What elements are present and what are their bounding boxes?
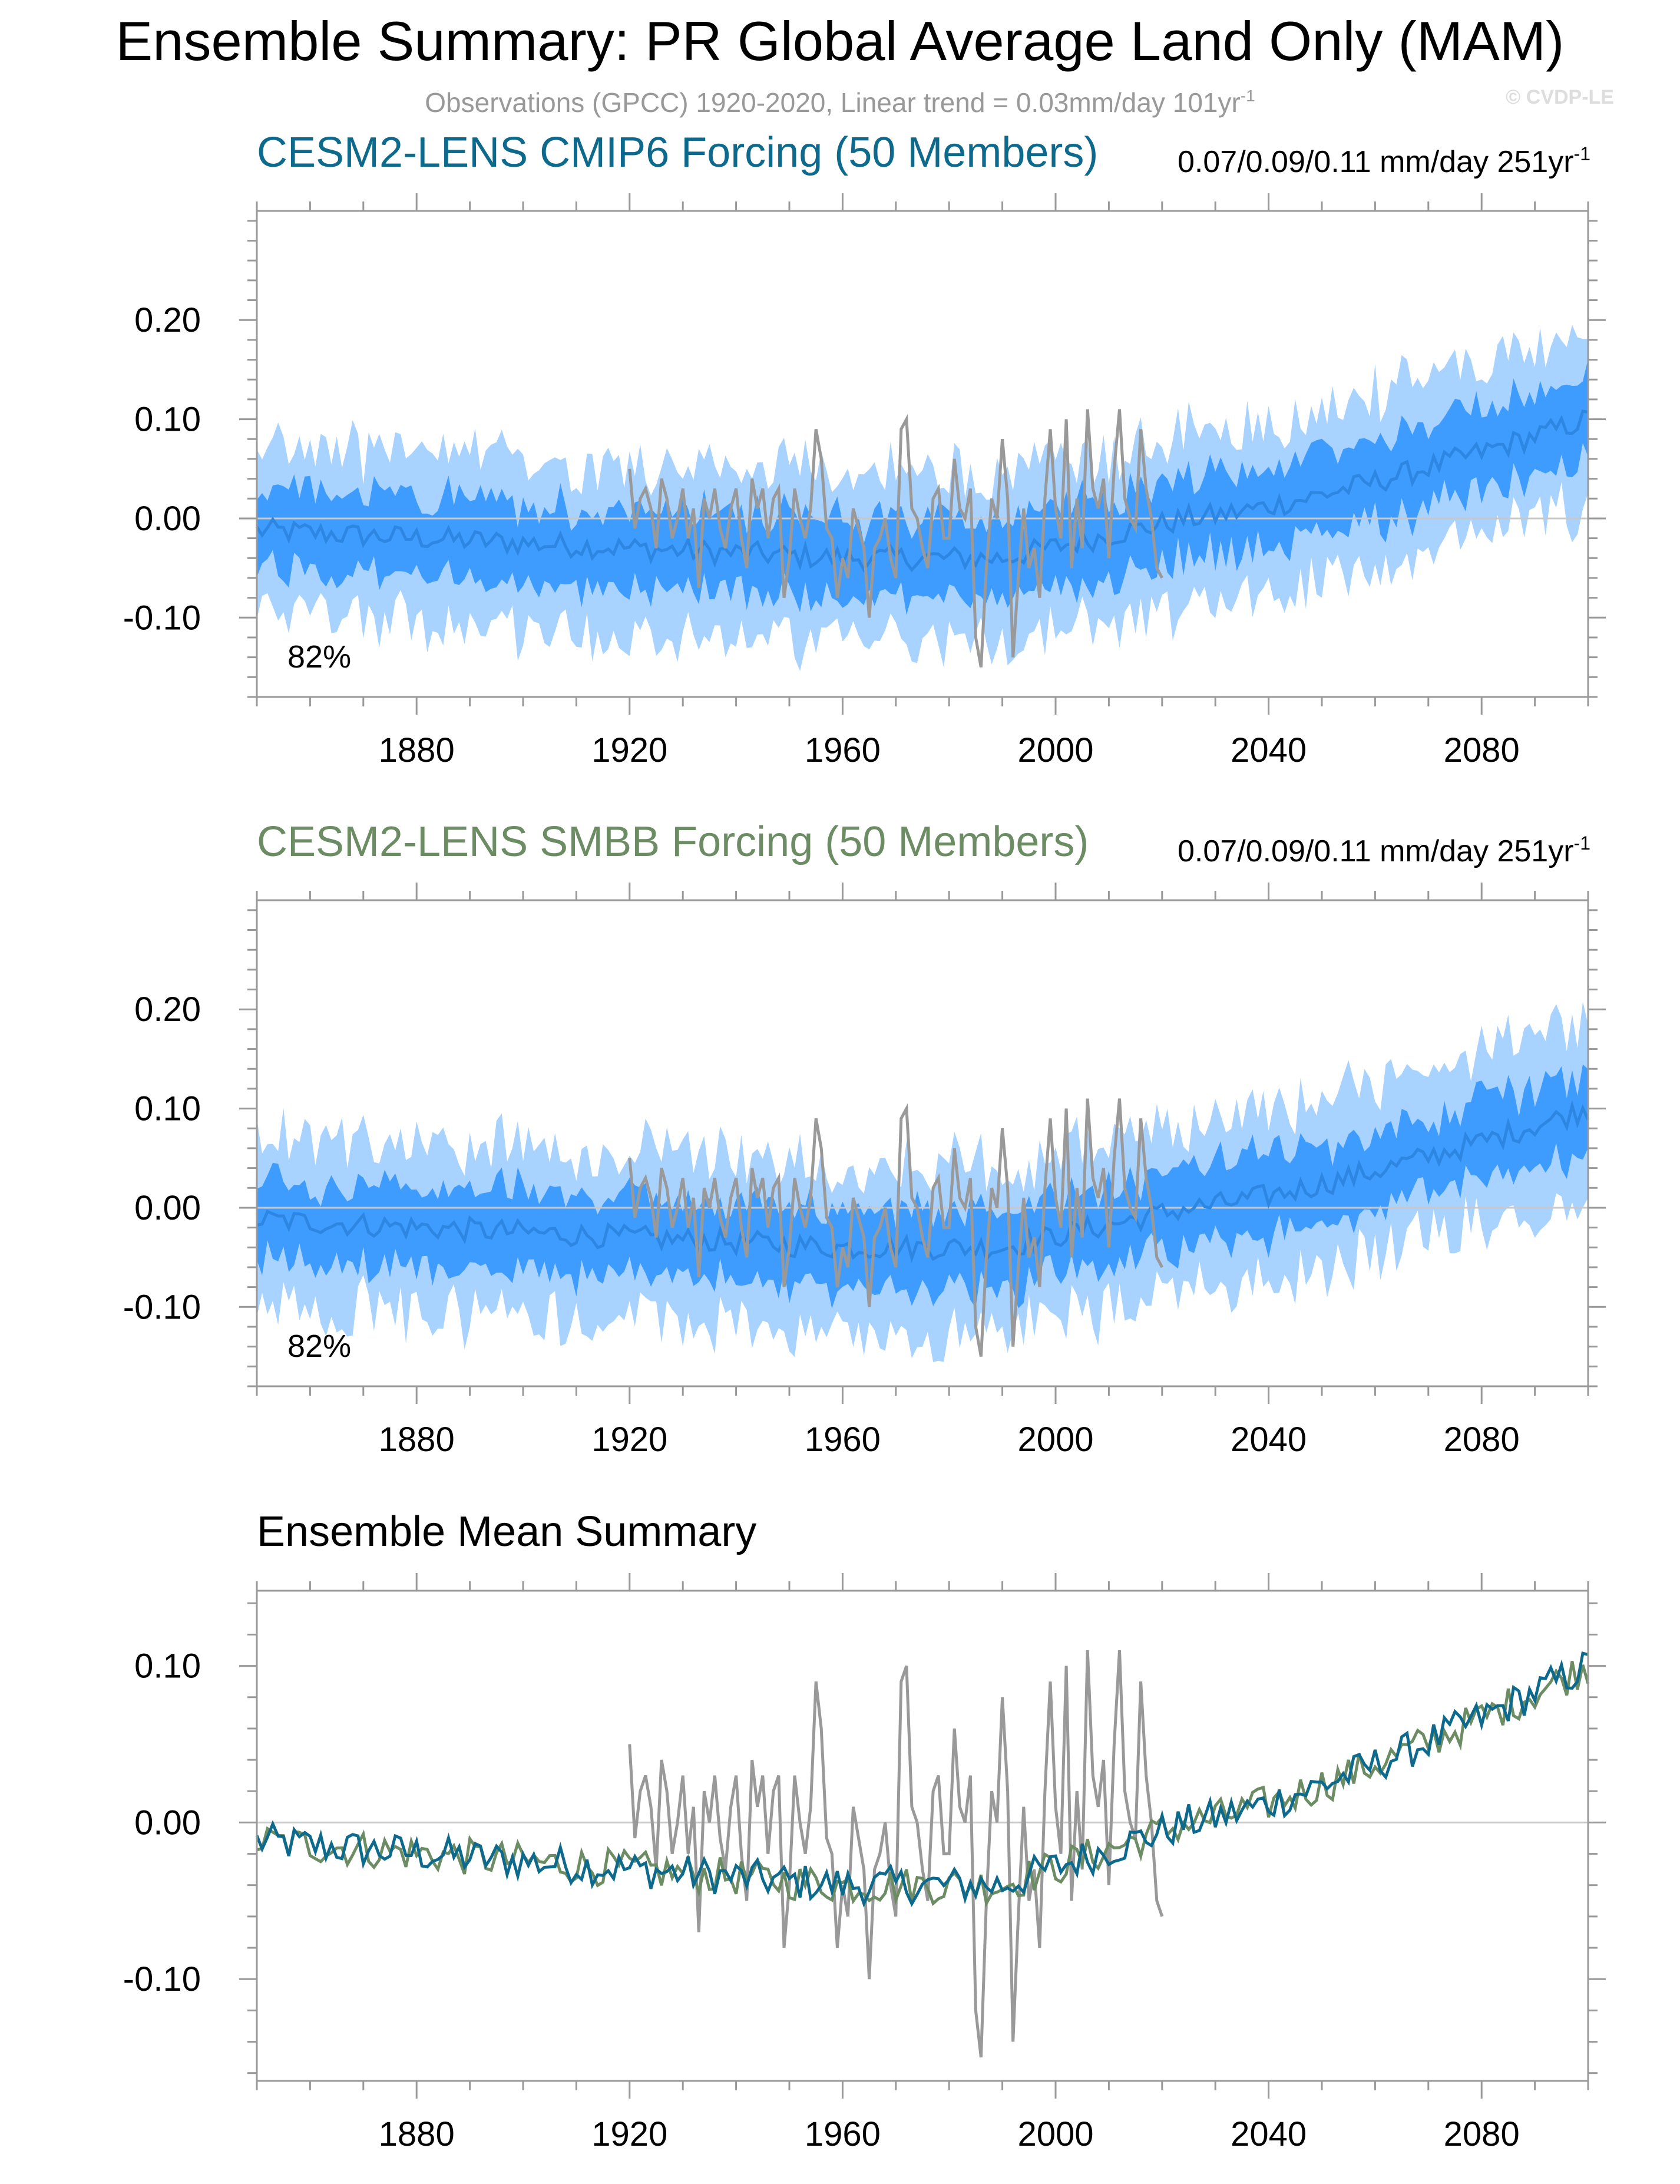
figure-title: Ensemble Summary: PR Global Average Land… [116, 10, 1565, 72]
panel-cmip6-title: CESM2-LENS CMIP6 Forcing (50 Members) [257, 129, 1098, 176]
panel-cmip6-trend: 0.07/0.09/0.11 mm/day 251yr-1 [1178, 143, 1590, 179]
panel-smbb-plot: 1880 1920 1960 2000 2040 2080 -0.10 0.00 0.10 0.2… [123, 883, 1606, 1459]
x-tick-label: 1920 [591, 2115, 667, 2153]
y-tick-label: 0.10 [134, 1090, 201, 1128]
x-tick-label: 1920 [591, 1420, 667, 1459]
panel-smbb: CESM2-LENS SMBB Forcing (50 Members) 0.0… [123, 818, 1606, 1459]
percent-label: 82% [287, 639, 351, 675]
x-tick-label: 2080 [1444, 1420, 1520, 1459]
x-tick-label: 2000 [1017, 1420, 1093, 1459]
x-tick-label: 1880 [379, 1420, 455, 1459]
figure-subtitle-sup: -1 [1241, 87, 1255, 105]
x-tick-label: 2080 [1444, 731, 1520, 769]
y-tick-label: -0.10 [123, 599, 201, 637]
x-tick-label: 2000 [1017, 731, 1093, 769]
panel-smbb-trend-sup: -1 [1574, 832, 1590, 854]
panel-ensmean-plot: 1880 1920 1960 2000 2040 2080 -0.10 0.00 0.10 [123, 1573, 1606, 2153]
x-tick-label: 1880 [379, 2115, 455, 2153]
y-tick-label: 0.20 [134, 990, 201, 1029]
x-tick-label: 1920 [591, 731, 667, 769]
y-tick-label: 0.10 [134, 401, 201, 439]
y-tick-label: -0.10 [123, 1960, 201, 1998]
x-tick-label: 1960 [805, 1420, 881, 1459]
y-tick-label: 0.20 [134, 301, 201, 339]
x-tick-label: 2000 [1017, 2115, 1093, 2153]
x-tick-label: 1960 [805, 2115, 881, 2153]
y-tick-label: 0.10 [134, 1647, 201, 1686]
figure-subtitle-main: Observations (GPCC) 1920-2020, Linear tr… [425, 87, 1241, 118]
percent-label: 82% [287, 1329, 351, 1364]
panel-cmip6-trend-text: 0.07/0.09/0.11 mm/day 251yr [1178, 145, 1574, 179]
cmip6-mean-line [255, 1651, 1589, 1908]
y-tick-label: 0.00 [134, 500, 201, 538]
panel-ensmean: Ensemble Mean Summary 1880 1920 1960 2000 20… [123, 1508, 1606, 2153]
panel-ensmean-title: Ensemble Mean Summary [257, 1508, 756, 1555]
figure-subtitle: Observations (GPCC) 1920-2020, Linear tr… [425, 87, 1255, 118]
panel-cmip6: CESM2-LENS CMIP6 Forcing (50 Members) 0.… [123, 129, 1606, 769]
watermark: © CVDP-LE [1506, 86, 1614, 108]
x-tick-label: 1960 [805, 731, 881, 769]
ensemble-mean-line [255, 409, 1589, 573]
panel-smbb-trend: 0.07/0.09/0.11 mm/day 251yr-1 [1178, 832, 1590, 868]
band-25-75 [257, 1064, 1588, 1309]
y-tick-label: 0.00 [134, 1803, 201, 1842]
panel-cmip6-trend-sup: -1 [1574, 143, 1590, 164]
y-tick-label: 0.00 [134, 1189, 201, 1227]
x-tick-label: 2080 [1444, 2115, 1520, 2153]
x-tick-label: 1880 [379, 731, 455, 769]
panel-smbb-title: CESM2-LENS SMBB Forcing (50 Members) [257, 818, 1089, 865]
x-tick-label: 2040 [1231, 2115, 1307, 2153]
observations-line [628, 409, 1164, 668]
x-tick-label: 2040 [1231, 731, 1307, 769]
observations-line [628, 1098, 1164, 1357]
panel-cmip6-plot: 1880 1920 1960 2000 2040 2080 -0.10 0.00 0.10 0.2… [123, 193, 1606, 769]
y-tick-label: -0.10 [123, 1288, 201, 1326]
plot-frame [256, 210, 1589, 698]
panel-smbb-trend-text: 0.07/0.09/0.11 mm/day 251yr [1178, 834, 1574, 868]
x-tick-label: 2040 [1231, 1420, 1307, 1459]
plot-frame [256, 1590, 1589, 2082]
plot-frame [256, 899, 1589, 1387]
